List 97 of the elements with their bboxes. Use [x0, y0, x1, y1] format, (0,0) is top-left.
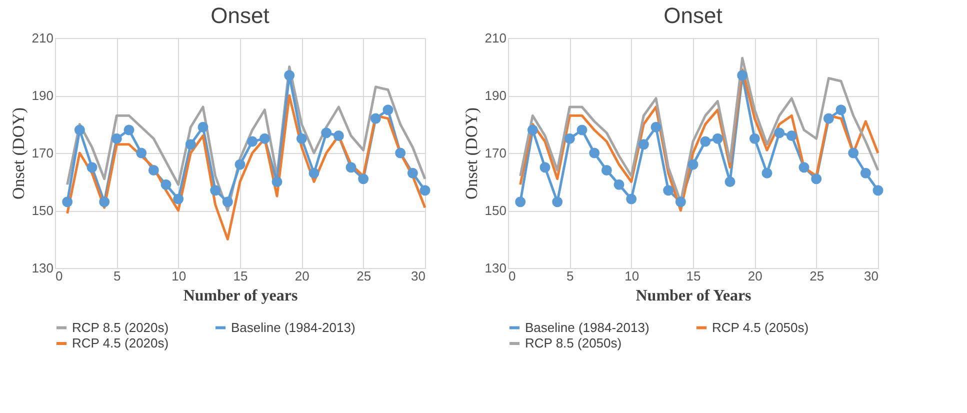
y-tick-label: 190 — [32, 88, 54, 103]
point — [564, 133, 575, 144]
point — [74, 124, 85, 136]
point — [576, 124, 588, 136]
point — [272, 176, 282, 187]
point — [222, 196, 233, 208]
legend-label: Baseline (1984-2013) — [525, 320, 650, 335]
y-tick-label: 170 — [32, 146, 54, 160]
x-tick-label: 10 — [624, 268, 640, 284]
chart-title: Onset — [664, 3, 722, 28]
point — [798, 162, 810, 173]
point — [346, 162, 356, 173]
point — [124, 124, 134, 136]
point — [614, 179, 624, 190]
point — [724, 176, 736, 187]
x-tick-label: 0 — [508, 268, 516, 284]
point — [515, 196, 526, 208]
point — [62, 196, 73, 208]
point — [333, 130, 344, 141]
point — [234, 159, 246, 170]
x-tick-label: 10 — [172, 268, 186, 284]
y-tick-label: 170 — [484, 146, 506, 160]
x-tick-label: 5 — [566, 268, 574, 284]
point — [247, 136, 258, 147]
point — [836, 104, 846, 116]
point — [407, 168, 418, 178]
point — [552, 196, 563, 208]
point — [321, 128, 332, 138]
point — [99, 196, 110, 208]
x-tick-label: 15 — [686, 268, 701, 284]
point — [872, 185, 884, 196]
y-axis-title: Onset (DOY) — [462, 107, 481, 200]
point — [601, 165, 612, 176]
legend-label: RCP 4.5 (2020s) — [72, 336, 169, 350]
point — [198, 122, 208, 132]
point — [160, 179, 172, 190]
point — [626, 194, 637, 204]
point — [210, 185, 221, 196]
point — [749, 133, 760, 144]
point — [395, 148, 406, 158]
x-tick-label: 0 — [56, 268, 63, 284]
point — [848, 148, 859, 158]
point — [284, 70, 295, 81]
point — [774, 128, 785, 138]
point — [527, 124, 538, 136]
point — [148, 165, 159, 176]
chart-title: Onset — [210, 3, 270, 28]
point — [111, 133, 122, 144]
point — [688, 159, 698, 170]
point — [382, 104, 394, 116]
legend-label: RCP 8.5 (2020s) — [72, 320, 169, 335]
y-tick-label: 210 — [484, 30, 506, 46]
y-tick-label: 130 — [32, 260, 54, 276]
point — [650, 122, 662, 132]
line-series — [66, 94, 426, 240]
point — [86, 162, 98, 173]
point — [296, 133, 307, 144]
point — [762, 168, 772, 178]
x-axis-title: Number of years — [183, 288, 298, 304]
point — [173, 194, 184, 204]
point — [185, 139, 196, 150]
legend-label: RCP 8.5 (2050s) — [525, 336, 622, 350]
point — [675, 196, 686, 208]
y-tick-label: 130 — [484, 260, 506, 276]
point — [737, 70, 748, 81]
point — [136, 148, 147, 158]
point — [811, 174, 822, 184]
point — [860, 168, 871, 178]
point — [786, 130, 797, 141]
point — [638, 139, 649, 150]
x-tick-label: 25 — [810, 268, 824, 284]
point — [370, 113, 381, 124]
y-tick-label: 150 — [32, 203, 54, 218]
y-tick-label: 210 — [32, 30, 54, 46]
point — [589, 148, 600, 158]
y-tick-label: 150 — [484, 203, 506, 218]
point — [663, 185, 674, 196]
legend-label: RCP 4.5 (2050s) — [712, 320, 809, 335]
x-tick-label: 20 — [748, 268, 762, 284]
x-tick-label: 5 — [114, 268, 121, 284]
x-tick-label: 20 — [294, 268, 310, 284]
point — [420, 185, 430, 196]
point — [823, 113, 834, 124]
point — [259, 133, 270, 144]
x-tick-label: 25 — [356, 268, 372, 284]
x-tick-label: 30 — [864, 268, 878, 284]
point — [308, 168, 320, 178]
y-tick-label: 190 — [484, 88, 506, 103]
point — [712, 133, 723, 144]
x-tick-label: 15 — [233, 268, 248, 284]
x-axis-title: Number of Years — [636, 288, 752, 304]
x-tick-label: 30 — [411, 268, 426, 284]
legend-label: Baseline (1984-2013) — [231, 320, 356, 335]
point — [358, 174, 369, 184]
point — [700, 136, 711, 147]
point — [540, 162, 550, 173]
y-axis-title: Onset (DOY) — [8, 107, 28, 200]
